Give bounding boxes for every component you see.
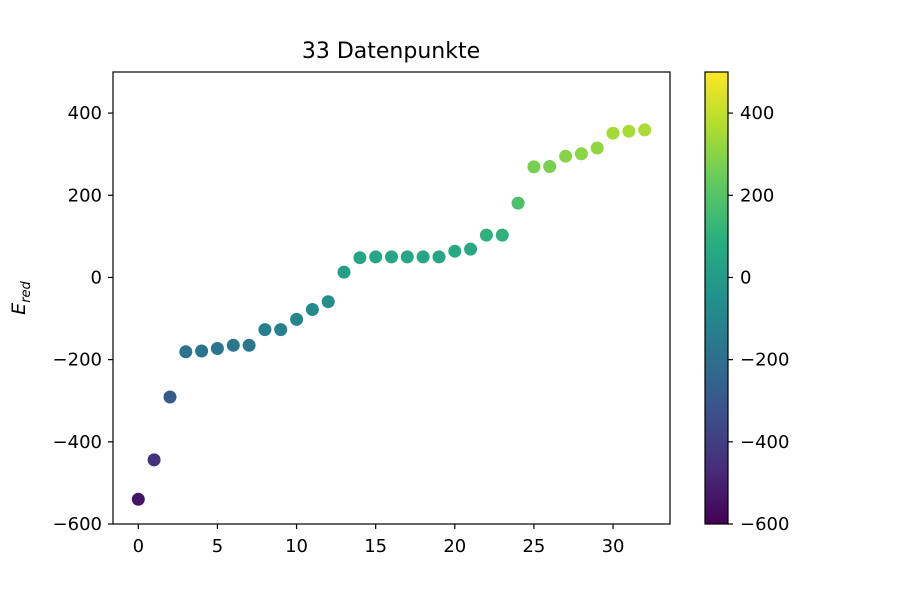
data-point <box>242 338 256 352</box>
data-point <box>226 338 240 352</box>
data-point <box>448 244 462 258</box>
y-tick-label: 200 <box>68 185 102 206</box>
x-tick-label: 5 <box>212 536 223 557</box>
data-point <box>337 265 351 279</box>
y-tick-label: 400 <box>68 103 102 124</box>
data-point <box>195 344 209 358</box>
plot-frame <box>112 71 671 525</box>
data-point <box>590 141 604 155</box>
x-tick-label: 15 <box>364 536 387 557</box>
data-point <box>147 453 161 467</box>
colorbar-axis: −600 −400 −200 0 200 400 <box>728 103 789 535</box>
x-tick-label: 25 <box>522 536 545 557</box>
data-point <box>305 303 319 316</box>
colorbar <box>704 71 729 525</box>
data-point <box>479 228 493 242</box>
data-point <box>385 250 398 264</box>
data-point <box>258 323 272 337</box>
y-tick-label: −600 <box>53 514 102 535</box>
colorbar-tick-label: 0 <box>740 267 751 288</box>
x-tick-label: 20 <box>443 536 466 557</box>
data-point <box>274 323 288 337</box>
data-point <box>179 345 193 359</box>
y-tick-label: −400 <box>53 432 102 453</box>
x-tick-label: 0 <box>133 536 144 557</box>
data-point <box>559 149 573 163</box>
colorbar-tick-label: −400 <box>740 432 789 453</box>
colorbar-tick-label: −600 <box>740 514 789 535</box>
data-point <box>369 250 383 264</box>
data-point <box>321 295 335 309</box>
x-tick-label: 30 <box>602 536 625 557</box>
data-point <box>495 228 509 242</box>
y-axis: −600 −400 −200 0 200 400 <box>53 103 113 535</box>
colorbar-tick-label: −200 <box>740 350 789 371</box>
y-tick-label: −200 <box>53 350 102 371</box>
data-point <box>527 160 541 174</box>
colorbar-tick-label: 400 <box>740 103 774 124</box>
data-point <box>622 124 636 138</box>
plot-area <box>131 123 652 506</box>
data-point <box>290 312 304 326</box>
data-point <box>131 492 145 506</box>
x-tick-label: 10 <box>285 536 308 557</box>
chart-title: 33 Datenpunkte <box>302 39 480 64</box>
y-axis-label-subscript: red <box>19 280 34 302</box>
colorbar-tick-label: 200 <box>740 185 774 206</box>
y-axis-label: Ered <box>8 280 34 314</box>
data-point <box>511 196 525 210</box>
data-point <box>574 147 588 161</box>
y-tick-label: 0 <box>91 267 102 288</box>
data-point <box>400 250 414 264</box>
data-point <box>210 342 224 355</box>
data-point <box>163 390 177 404</box>
data-point <box>543 160 557 173</box>
data-point <box>638 123 652 137</box>
x-axis: 0 5 10 15 20 25 30 <box>133 524 625 557</box>
data-point <box>353 251 367 265</box>
data-point <box>606 126 620 140</box>
data-point <box>416 250 430 264</box>
y-axis-label-main: E <box>8 303 30 315</box>
data-point <box>464 242 478 256</box>
svg-text:Ered: Ered <box>8 280 34 314</box>
data-point <box>432 250 446 264</box>
